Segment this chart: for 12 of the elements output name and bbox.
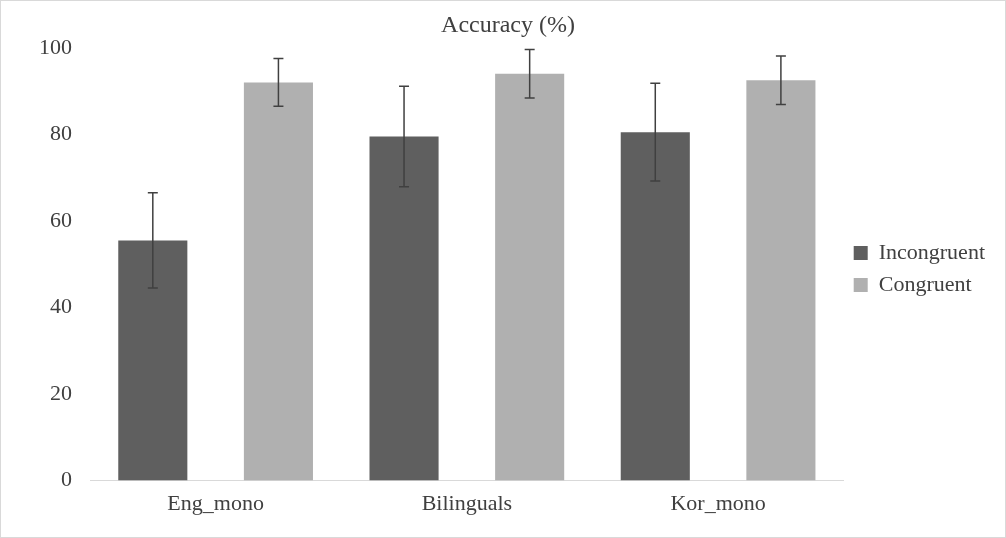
x-tick-label: Kor_mono	[670, 489, 766, 515]
y-tick-label: 100	[39, 33, 72, 59]
y-tick-label: 60	[50, 206, 72, 232]
legend-label: Congruent	[878, 270, 972, 296]
x-tick-label: Bilinguals	[421, 489, 513, 515]
x-tick-label: Eng_mono	[167, 489, 264, 515]
y-tick-label: 80	[50, 120, 72, 146]
legend-label: Incongruent	[878, 238, 985, 264]
y-tick-label: 40	[50, 293, 72, 319]
y-tick-label: 0	[61, 466, 72, 492]
y-tick-label: 20	[50, 379, 72, 405]
chart-title: Accuracy (%)	[441, 10, 575, 37]
